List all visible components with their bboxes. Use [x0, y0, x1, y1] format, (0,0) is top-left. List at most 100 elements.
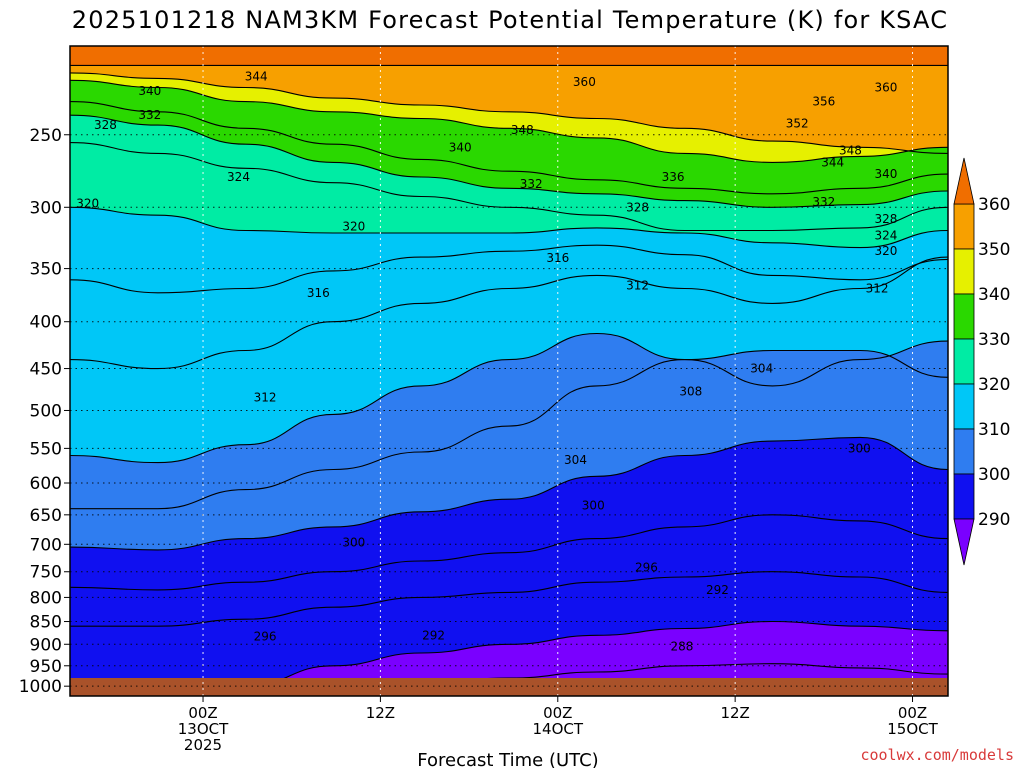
- credit-text: coolwx.com/models: [860, 746, 1014, 764]
- contour-label: 348: [839, 143, 862, 157]
- contour-label: 328: [874, 212, 897, 226]
- contour-label: 324: [874, 228, 897, 242]
- contour-label: 312: [626, 278, 649, 292]
- contour-label: 336: [662, 170, 685, 184]
- contour-label: 312: [866, 282, 889, 296]
- colorbar-segment: [953, 203, 975, 250]
- x-axis-label: Forecast Time (UTC): [417, 750, 598, 768]
- y-tick-label: 750: [30, 563, 62, 583]
- contour-label: 300: [342, 536, 365, 550]
- contour-label: 340: [874, 167, 897, 181]
- chart-title: 2025101218 NAM3KM Forecast Potential Tem…: [72, 6, 948, 34]
- band-312: [70, 257, 948, 463]
- x-tick-label: 12Z: [366, 704, 395, 722]
- x-tick-label: 00Z: [188, 704, 217, 722]
- contour-label: 324: [227, 170, 250, 184]
- colorbar-segment: [953, 473, 975, 520]
- contour-label: 292: [422, 628, 445, 642]
- band-328: [70, 115, 948, 231]
- band-288: [70, 621, 948, 696]
- contour-label: 344: [821, 155, 844, 169]
- colorbar-tick-label: 340: [978, 285, 1010, 305]
- contour-label: 320: [342, 220, 365, 234]
- contour-label: 340: [449, 140, 472, 154]
- contour-label: 360: [573, 75, 596, 89]
- colorbar-tick-label: 320: [978, 375, 1010, 395]
- x-tick-label: 13OCT: [178, 720, 229, 738]
- isentrope-340: [70, 79, 948, 163]
- contour-label: 328: [626, 200, 649, 214]
- contour-label: 296: [254, 630, 277, 644]
- y-tick-label: 850: [30, 613, 62, 633]
- y-tick-label: 250: [30, 126, 62, 146]
- contour-label: 292: [706, 583, 729, 597]
- isentrope-292: [70, 571, 948, 627]
- colorbar-segment: [953, 293, 975, 340]
- y-tick-label: 550: [30, 439, 62, 459]
- contour-label: 300: [582, 499, 605, 513]
- y-axis: 2503003504004505005506006507007508008509…: [19, 126, 70, 697]
- x-tick-label: 00Z: [543, 704, 572, 722]
- contour-label: 288: [670, 639, 693, 653]
- y-tick-label: 450: [30, 360, 62, 380]
- isentrope-320: [70, 206, 948, 249]
- contour-label: 356: [812, 95, 835, 109]
- contour-label: 300: [848, 441, 871, 455]
- contour-label: 332: [138, 108, 161, 122]
- band-360: [70, 65, 948, 154]
- isentrope-328: [70, 114, 948, 208]
- band-344: [70, 72, 948, 163]
- colorbar-segment: [953, 428, 975, 475]
- colorbar-tick-label: 290: [978, 510, 1010, 530]
- x-tick-label: 14OCT: [533, 720, 584, 738]
- band-320: [70, 207, 948, 293]
- isentrope-332: [70, 101, 948, 195]
- y-tick-label: 950: [30, 657, 62, 677]
- x-tick-label: 2025: [184, 736, 222, 754]
- colorbar-segment: [953, 248, 975, 295]
- ground-surface: [70, 678, 948, 696]
- y-tick-label: 650: [30, 506, 62, 526]
- isentrope-304: [70, 349, 948, 510]
- contour-label: 308: [679, 385, 702, 399]
- isentrope-312: [70, 256, 948, 370]
- band-300: [70, 437, 948, 590]
- band-292: [70, 571, 948, 696]
- contour-label: 304: [750, 362, 773, 376]
- contour-label: 320: [874, 244, 897, 258]
- colorbar-tick-label: 330: [978, 330, 1010, 350]
- isentrope-300: [70, 436, 948, 551]
- colorbar-tick-label: 310: [978, 420, 1010, 440]
- y-tick-label: 400: [30, 313, 62, 333]
- isentrope-344: [70, 72, 948, 154]
- contour-label: 296: [635, 560, 658, 574]
- y-tick-label: 500: [30, 401, 62, 421]
- colorbar-tick-label: 350: [978, 240, 1010, 260]
- y-tick-label: 900: [30, 635, 62, 655]
- band-316: [70, 245, 948, 369]
- y-tick-label: 350: [30, 260, 62, 280]
- contour-label: 316: [546, 251, 569, 265]
- colorbar-tick-label: 300: [978, 465, 1010, 485]
- y-tick-label: 1000: [19, 677, 62, 697]
- contour-label: 320: [76, 196, 99, 210]
- x-tick-label: 15OCT: [887, 720, 938, 738]
- contour-label: 316: [307, 286, 330, 300]
- contour-label: 360: [874, 81, 897, 95]
- isentrope-316: [70, 244, 948, 294]
- contour-label: 344: [245, 70, 268, 84]
- contour-label: 340: [138, 84, 161, 98]
- colorbar-max-arrow: [953, 157, 975, 205]
- colorbar: 360 350 340 330 320 310 300 290: [953, 157, 1010, 566]
- band-340: [70, 80, 948, 194]
- y-tick-label: 300: [30, 198, 62, 218]
- band-304: [70, 350, 948, 550]
- band-296: [70, 514, 948, 627]
- colorbar-tick-label: 360: [978, 195, 1010, 215]
- contour-label: 352: [786, 116, 809, 130]
- plot-frame: [69, 45, 949, 697]
